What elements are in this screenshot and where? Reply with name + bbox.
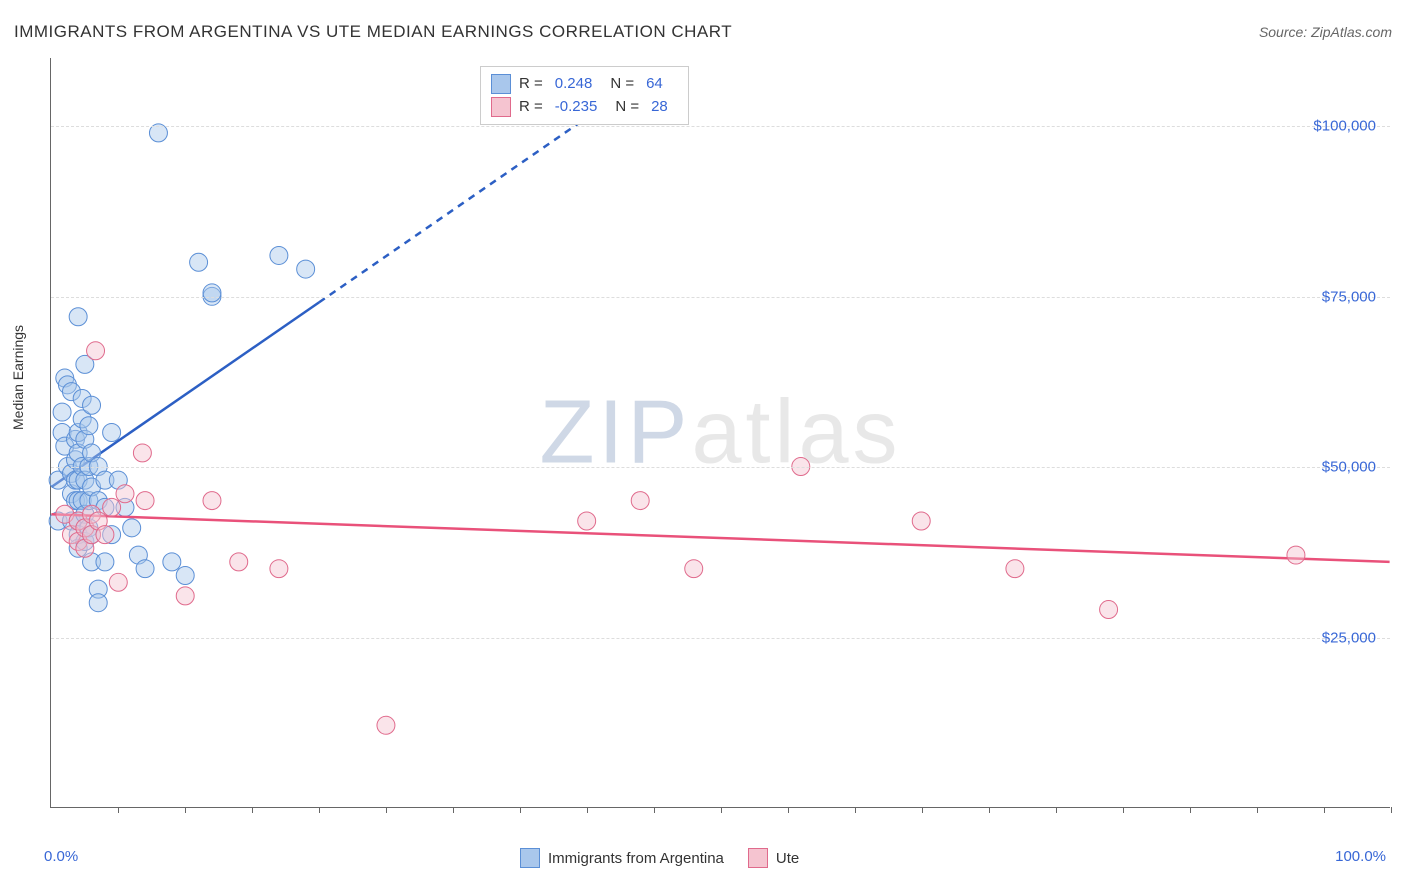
x-tick <box>1123 807 1124 813</box>
point-ute <box>109 573 127 591</box>
r-value-ute: -0.235 <box>555 96 598 119</box>
legend-item-ute: Ute <box>748 848 799 868</box>
point-ute <box>578 512 596 530</box>
point-ute <box>103 498 121 516</box>
x-tick <box>855 807 856 813</box>
n-value-ute: 28 <box>651 96 668 119</box>
point-ute <box>230 553 248 571</box>
r-value-argentina: 0.248 <box>555 73 593 96</box>
point-argentina <box>80 417 98 435</box>
r-label: R = <box>519 96 543 119</box>
swatch-argentina <box>491 74 511 94</box>
y-axis-label: Median Earnings <box>10 325 26 430</box>
plot-svg <box>51 58 1390 807</box>
point-argentina <box>53 403 71 421</box>
x-tick <box>654 807 655 813</box>
point-ute <box>203 492 221 510</box>
point-ute <box>377 716 395 734</box>
x-tick <box>788 807 789 813</box>
n-label: N = <box>615 96 639 119</box>
point-argentina <box>89 594 107 612</box>
plot-area: ZIPatlas $25,000$50,000$75,000$100,000 <box>50 58 1390 808</box>
x-tick <box>386 807 387 813</box>
chart-title: IMMIGRANTS FROM ARGENTINA VS UTE MEDIAN … <box>14 22 732 42</box>
stats-legend: R = 0.248 N = 64 R = -0.235 N = 28 <box>480 66 689 125</box>
point-argentina <box>163 553 181 571</box>
y-tick-label: $25,000 <box>1322 629 1376 646</box>
grid-line <box>51 467 1390 468</box>
point-ute <box>685 560 703 578</box>
title-bar: IMMIGRANTS FROM ARGENTINA VS UTE MEDIAN … <box>14 22 1392 42</box>
x-tick <box>1324 807 1325 813</box>
trend-line-ute <box>51 514 1389 562</box>
x-tick <box>118 807 119 813</box>
point-argentina <box>103 424 121 442</box>
x-axis-min-label: 0.0% <box>44 848 78 865</box>
n-label: N = <box>610 73 634 96</box>
point-ute <box>1100 601 1118 619</box>
point-ute <box>176 587 194 605</box>
point-argentina <box>69 308 87 326</box>
point-argentina <box>176 567 194 585</box>
stats-legend-row-argentina: R = 0.248 N = 64 <box>491 73 678 96</box>
point-argentina <box>96 553 114 571</box>
n-value-argentina: 64 <box>646 73 663 96</box>
point-ute <box>96 526 114 544</box>
r-label: R = <box>519 73 543 96</box>
x-tick <box>721 807 722 813</box>
x-tick <box>319 807 320 813</box>
point-ute <box>87 342 105 360</box>
stats-legend-row-ute: R = -0.235 N = 28 <box>491 96 678 119</box>
x-tick <box>922 807 923 813</box>
x-tick <box>252 807 253 813</box>
point-ute <box>116 485 134 503</box>
point-argentina <box>297 260 315 278</box>
point-ute <box>631 492 649 510</box>
y-tick-label: $75,000 <box>1322 288 1376 305</box>
grid-line <box>51 638 1390 639</box>
x-tick <box>185 807 186 813</box>
grid-line <box>51 297 1390 298</box>
grid-line <box>51 126 1390 127</box>
x-tick <box>1391 807 1392 813</box>
point-ute <box>136 492 154 510</box>
x-tick <box>1190 807 1191 813</box>
swatch-ute <box>748 848 768 868</box>
x-tick <box>453 807 454 813</box>
point-ute <box>1006 560 1024 578</box>
point-argentina <box>83 396 101 414</box>
point-argentina <box>136 560 154 578</box>
x-tick <box>989 807 990 813</box>
bottom-legend: Immigrants from Argentina Ute <box>520 848 799 868</box>
x-tick <box>587 807 588 813</box>
point-ute <box>912 512 930 530</box>
y-tick-label: $100,000 <box>1313 118 1376 135</box>
point-argentina <box>270 246 288 264</box>
point-ute <box>1287 546 1305 564</box>
x-tick <box>520 807 521 813</box>
source-label: Source: ZipAtlas.com <box>1259 24 1392 40</box>
y-tick-label: $50,000 <box>1322 459 1376 476</box>
point-argentina <box>203 284 221 302</box>
swatch-ute <box>491 97 511 117</box>
legend-item-argentina: Immigrants from Argentina <box>520 848 724 868</box>
legend-label-ute: Ute <box>776 850 799 867</box>
point-ute <box>270 560 288 578</box>
point-argentina <box>190 253 208 271</box>
x-axis-max-label: 100.0% <box>1335 848 1386 865</box>
x-tick <box>1056 807 1057 813</box>
point-argentina <box>123 519 141 537</box>
legend-label-argentina: Immigrants from Argentina <box>548 850 724 867</box>
point-ute <box>133 444 151 462</box>
x-tick <box>1257 807 1258 813</box>
swatch-argentina <box>520 848 540 868</box>
